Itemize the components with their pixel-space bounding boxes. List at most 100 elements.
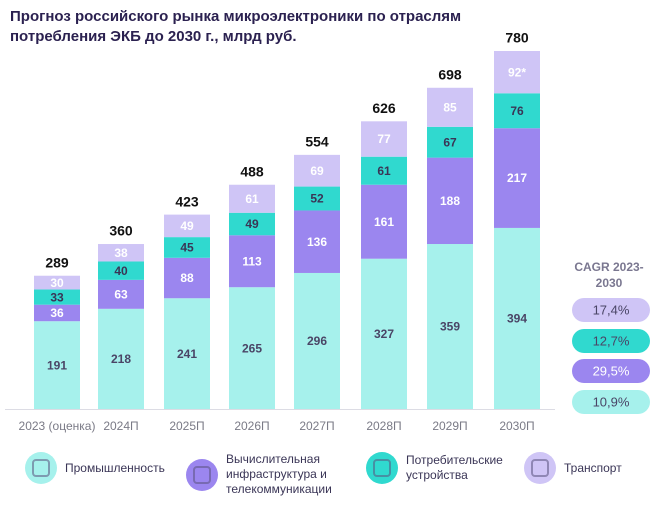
value-label: 85	[443, 100, 457, 114]
value-label: 30	[50, 276, 64, 290]
value-label: 191	[47, 358, 67, 372]
legend-icon	[524, 452, 556, 484]
total-label: 423	[175, 193, 199, 209]
value-label: 113	[242, 254, 262, 268]
cagr-label: 17,4%	[593, 302, 630, 317]
value-label: 49	[245, 217, 259, 231]
value-label: 188	[440, 194, 460, 208]
legend-icon	[366, 452, 398, 484]
chart-title: Прогноз российского рынка микроэлектрони…	[10, 8, 462, 45]
value-label: 296	[307, 334, 327, 348]
value-label: 61	[245, 192, 259, 206]
bar-segment	[294, 210, 340, 273]
bar-segment	[229, 287, 275, 409]
bar-segment	[98, 244, 144, 262]
value-label: 394	[507, 312, 527, 326]
legend-label: Потребительские устройства	[406, 453, 503, 482]
bar-segment	[34, 275, 80, 290]
value-label: 69	[310, 164, 324, 178]
cagr-label: 10,9%	[593, 394, 630, 409]
value-label: 67	[443, 135, 457, 149]
legend-item: Транспорт	[524, 452, 634, 484]
bar-segment	[494, 128, 540, 228]
legend-label: Вычислительная инфраструктура и телекомм…	[226, 452, 332, 496]
x-tick-label: 2025П	[169, 419, 204, 433]
legend-icon	[186, 458, 218, 491]
x-tick-label: 2027П	[299, 419, 334, 433]
icon-glyph	[32, 459, 50, 477]
value-label: 40	[114, 264, 128, 278]
value-label: 38	[114, 246, 128, 260]
value-label: 327	[374, 327, 394, 341]
value-label: 359	[440, 320, 460, 334]
bar-segment	[164, 237, 210, 258]
cagr-label: 29,5%	[593, 363, 630, 378]
bar-segment	[229, 184, 275, 213]
x-tick-label: 2028П	[366, 419, 401, 433]
bar-segment	[494, 93, 540, 129]
value-label: 76	[510, 104, 524, 118]
value-label: 218	[111, 352, 131, 366]
value-label: 36	[50, 306, 64, 320]
total-label: 360	[109, 223, 133, 239]
value-label: 33	[50, 290, 64, 304]
bar-segment	[229, 235, 275, 288]
cagr-title: CAGR 2023-2030	[574, 260, 644, 290]
cagr-label: 12,7%	[593, 333, 630, 348]
cagr-pill	[572, 298, 650, 322]
bar-segment	[164, 214, 210, 238]
bar-segment	[361, 184, 407, 259]
x-tick-label: 2030П	[499, 419, 534, 433]
bar-segment	[294, 272, 340, 409]
value-label: 265	[242, 341, 262, 355]
total-label: 626	[372, 100, 396, 116]
value-label: 61	[377, 164, 391, 178]
total-label: 554	[305, 134, 329, 150]
x-tick-label: 2023 (оценка)	[19, 419, 96, 433]
x-tick-label: 2026П	[234, 419, 269, 433]
value-label: 161	[374, 215, 394, 229]
bar-segment	[164, 257, 210, 299]
total-label: 698	[438, 66, 462, 82]
bar-segment	[229, 212, 275, 236]
bar-segment	[361, 121, 407, 157]
bar-segment	[494, 51, 540, 94]
icon-glyph	[373, 459, 391, 477]
value-label: 52	[310, 192, 324, 206]
total-label: 488	[240, 163, 264, 179]
icon-glyph	[193, 465, 211, 484]
legend-icon	[25, 452, 57, 484]
bar-segment	[34, 321, 80, 409]
value-label: 92*	[508, 65, 526, 79]
bar-segment	[427, 87, 473, 127]
value-label: 88	[180, 271, 194, 285]
value-label: 49	[180, 219, 194, 233]
legend-label: Промышленность	[65, 460, 165, 475]
value-label: 136	[307, 235, 327, 249]
bar-segment	[98, 308, 144, 409]
x-tick-label: 2029П	[432, 419, 467, 433]
legend-item: Вычислительная инфраструктура и телекомм…	[186, 452, 356, 497]
total-label: 289	[45, 254, 69, 270]
bar-segment	[361, 258, 407, 409]
cagr-pill	[572, 329, 650, 353]
bar-segment	[98, 279, 144, 309]
icon-glyph	[531, 459, 549, 477]
bar-segment	[494, 227, 540, 409]
bar-segment	[427, 126, 473, 158]
bar-segment	[34, 289, 80, 305]
bar-segment	[164, 298, 210, 409]
legend-item: Промышленность	[25, 452, 165, 484]
bar-segment	[427, 244, 473, 409]
x-tick-label: 2024П	[103, 419, 138, 433]
bar-segment	[98, 261, 144, 280]
legend-item: Потребительские устройства	[366, 452, 516, 484]
legend-label: Транспорт	[564, 460, 622, 475]
value-label: 45	[180, 241, 194, 255]
bar-segment	[294, 186, 340, 211]
value-label: 241	[177, 347, 197, 361]
bar-segment	[294, 154, 340, 187]
value-label: 77	[377, 132, 391, 146]
